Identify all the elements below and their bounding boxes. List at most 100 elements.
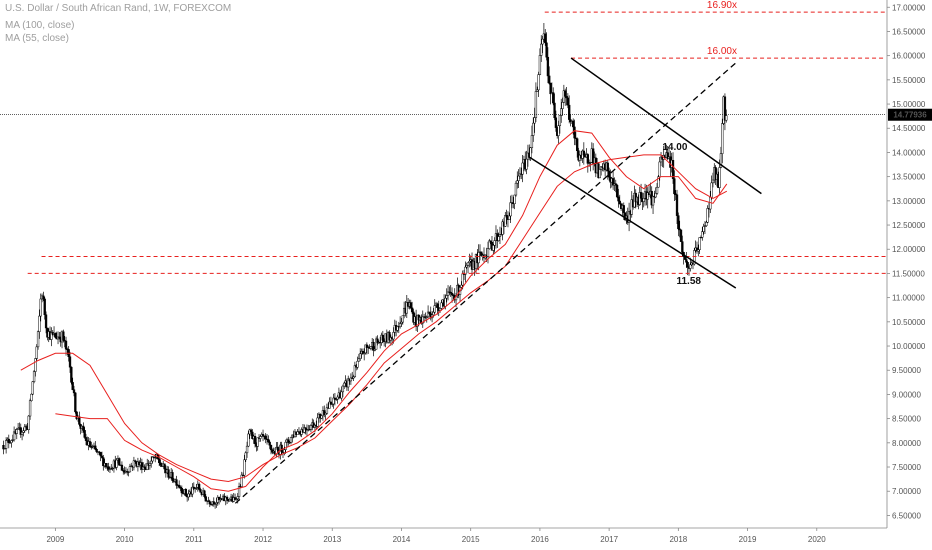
y-tick-label: 15.50000: [892, 76, 926, 85]
candle-body: [598, 169, 601, 179]
candle-body: [151, 456, 154, 462]
candle-body: [361, 350, 365, 354]
y-tick-label: 11.00000: [892, 294, 925, 303]
candle-body: [678, 228, 681, 231]
candle-body: [187, 493, 190, 498]
candle-body: [193, 487, 197, 489]
candle-body: [685, 259, 688, 263]
candle-body: [247, 433, 250, 447]
candle-body: [573, 126, 576, 139]
candle-body: [703, 225, 707, 227]
candle-body: [405, 302, 408, 314]
candle-body: [544, 33, 547, 44]
candle-body: [381, 334, 384, 341]
candle-body: [392, 332, 395, 340]
dashed-trend-line: [234, 62, 737, 504]
candle-body: [11, 439, 14, 441]
x-tick-label: 2012: [254, 535, 272, 544]
candle-body: [428, 311, 431, 315]
candle-body: [464, 266, 467, 275]
candle-body: [134, 460, 137, 462]
x-tick-label: 2009: [46, 535, 64, 544]
candle-body: [215, 502, 218, 505]
candle-body: [268, 441, 271, 446]
candle-body: [516, 180, 519, 184]
candle-body: [320, 415, 323, 419]
candle-body: [674, 193, 677, 196]
x-tick-label: 2010: [116, 535, 134, 544]
y-tick-label: 14.50000: [892, 124, 926, 133]
candle-body: [627, 210, 631, 223]
candle-body: [639, 192, 643, 199]
candle-body: [347, 378, 350, 388]
candle-body: [304, 427, 307, 430]
candle-body: [574, 137, 577, 139]
candle-body: [154, 457, 157, 459]
chart-legend-title: U.S. Dollar / South African Rand, 1W, FO…: [5, 3, 232, 14]
candle-body: [31, 381, 34, 395]
candle-body: [2, 444, 5, 450]
candle-body: [356, 360, 359, 368]
trend-lines-layer: [234, 57, 762, 504]
y-tick-label: 8.50000: [892, 415, 921, 424]
candle-body: [701, 231, 704, 238]
last-price-label: 14.77936: [893, 111, 927, 120]
candle-body: [486, 248, 490, 257]
candle-body: [498, 234, 502, 237]
candle-body: [329, 401, 333, 405]
candle-body: [353, 365, 357, 378]
candle-body: [711, 179, 715, 184]
candle-body: [508, 215, 511, 220]
candle-body: [237, 486, 241, 497]
candle-body: [74, 392, 77, 413]
candle-body: [132, 460, 136, 468]
candle-body: [606, 162, 609, 172]
candle-body: [16, 428, 20, 430]
candle-body: [75, 411, 78, 419]
candle-body: [36, 331, 40, 348]
candle-body: [564, 90, 567, 97]
candle-body: [199, 489, 202, 493]
candle-body: [150, 460, 153, 464]
candle-body: [693, 250, 696, 265]
candle-body: [721, 123, 724, 154]
ma55-legend: MA (55, close): [5, 33, 69, 44]
candle-body: [175, 479, 178, 486]
x-tick-label: 2013: [323, 535, 341, 544]
candle-body: [576, 138, 579, 151]
last-price-tag: [888, 108, 932, 121]
candle-body: [675, 194, 679, 216]
candle-body: [324, 413, 327, 415]
candle-body: [705, 222, 708, 226]
candle-body: [586, 154, 589, 164]
candle-body: [3, 448, 6, 450]
candle-body: [212, 501, 215, 505]
y-tick-label: 9.00000: [892, 390, 921, 399]
candle-body: [180, 487, 183, 494]
candle-body: [558, 114, 562, 126]
candle-body: [565, 96, 568, 99]
candle-body: [143, 466, 146, 469]
candle-body: [375, 338, 378, 350]
candle-body: [251, 431, 254, 439]
candle-body: [15, 429, 18, 434]
candle-body: [120, 464, 124, 471]
candle-body: [416, 314, 419, 327]
candle-body: [546, 56, 550, 77]
candle-body: [253, 435, 257, 445]
candle-body: [376, 338, 379, 344]
candle-body: [236, 496, 239, 500]
candle-body: [513, 194, 516, 205]
candle-body: [19, 427, 22, 435]
candle-body: [39, 298, 42, 317]
y-tick-label: 7.50000: [892, 463, 921, 472]
candle-body: [264, 435, 267, 440]
candle-body: [332, 397, 335, 405]
candle-body: [287, 439, 290, 443]
candle-body: [359, 353, 362, 359]
candle-body: [363, 352, 366, 354]
candle-body: [433, 305, 436, 313]
candle-body: [552, 92, 555, 104]
candle-body: [244, 452, 247, 461]
